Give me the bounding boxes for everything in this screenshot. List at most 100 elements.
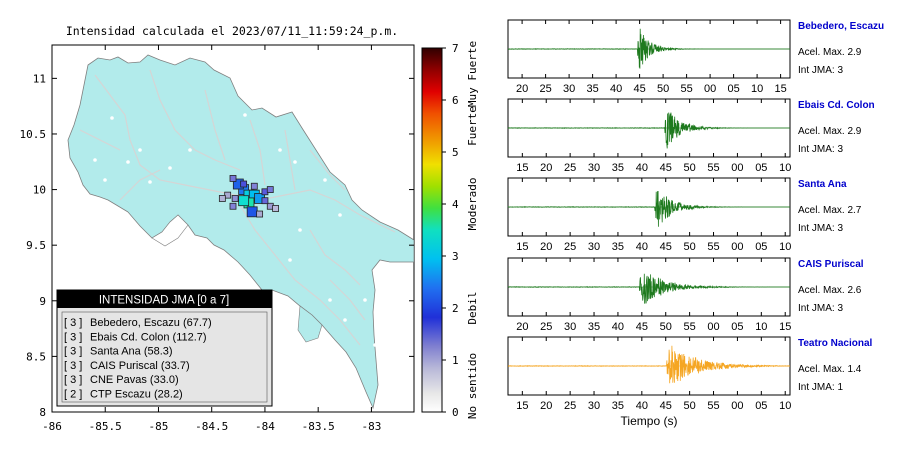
waveform-x-tick-label: 00 — [707, 321, 719, 333]
waveform-x-tick-label: 30 — [588, 241, 600, 253]
waveform-x-tick-label: 55 — [707, 162, 719, 174]
waveform-x-tick-label: 25 — [539, 83, 551, 95]
map-y-tick-label: 10.5 — [20, 128, 47, 141]
waveform-x-tick-label: 20 — [540, 400, 552, 412]
legend-item-jma: [ 3 ] — [64, 360, 82, 372]
waveform-x-tick-label: 10 — [755, 321, 767, 333]
waveform-panel: 20 25 30 35 40 45 50 55 00 05 10 15 Bebedero, Escazu… — [507, 19, 884, 95]
accel-max-label: Acel. Max. 2.6 — [798, 285, 862, 296]
waveform-x-tick-label: 45 — [633, 83, 645, 95]
map-y-tick-label: 9.5 — [26, 239, 46, 252]
waveform-x-tick-label: 05 — [755, 162, 767, 174]
waveform-x-tick-label: 15 — [516, 400, 528, 412]
waveform-x-tick-label: 50 — [660, 321, 672, 333]
waveform-x-tick-label: 55 — [707, 400, 719, 412]
accel-max-label: Acel. Max. 2.9 — [798, 47, 862, 58]
waveform-x-tick-label: 55 — [684, 321, 696, 333]
intensity-cell — [229, 202, 237, 210]
intensity-cell — [238, 195, 250, 207]
waveform-x-tick-label: 25 — [564, 162, 576, 174]
chart-title: Intensidad calculada el 2023/07/11_11:59… — [66, 24, 398, 38]
map-x-tick-label: -85.5 — [89, 420, 122, 433]
waveform-x-tick-label: 25 — [564, 241, 576, 253]
waveform-x-tick-label: 45 — [660, 400, 672, 412]
waveform-x-tick-label: 50 — [684, 162, 696, 174]
map-x-tick-label: -84 — [255, 420, 275, 433]
waveform-x-tick-label: 30 — [588, 162, 600, 174]
intensity-cell — [229, 175, 237, 182]
costa-rica-land — [67, 54, 414, 410]
waveform-x-tick-label: 55 — [680, 83, 692, 95]
legend-title: INTENSIDAD JMA [0 a 7] — [99, 295, 229, 307]
waveform-x-tick-label: 10 — [779, 162, 791, 174]
colorbar-category-label: Muy Fuerte — [466, 41, 479, 107]
legend-item-jma: [ 3 ] — [64, 317, 82, 329]
colorbar-tick-label: 0 — [452, 406, 459, 419]
waveform-x-tick-label: 40 — [636, 162, 648, 174]
legend-header — [57, 290, 272, 308]
map-x-tick-label: -83 — [361, 420, 381, 433]
int-jma-label: Int JMA: 1 — [798, 382, 843, 393]
map-y-tick-label: 9 — [39, 295, 46, 308]
colorbar-category-label: Debil — [466, 291, 479, 324]
intensity-cell — [218, 195, 226, 202]
waveform-x-tick-label: 40 — [636, 400, 648, 412]
waveform-x-tick-label: 00 — [704, 83, 716, 95]
waveform-x-tick-label: 35 — [588, 321, 600, 333]
intensity-cell — [240, 180, 248, 188]
colorbar-tick-label: 1 — [452, 354, 459, 367]
station-name: Teatro Nacional — [798, 338, 872, 349]
colorbar-category-label: Moderado — [466, 178, 479, 231]
map-y-tick-label: 8.5 — [26, 350, 46, 363]
waveform-x-tick-label: 40 — [610, 83, 622, 95]
waveform-panel: 15 20 25 30 35 40 45 50 55 00 05 10 Teatro Nacional A… — [507, 336, 872, 428]
waveform-x-tick-label: 00 — [731, 241, 743, 253]
waveform-x-tick-label: 30 — [588, 400, 600, 412]
station-name: Santa Ana — [798, 179, 847, 190]
map-x-tick-label: -86 — [42, 420, 62, 433]
waveform-x-tick-label: 10 — [779, 241, 791, 253]
waveform-x-tick-label: 50 — [657, 83, 669, 95]
waveform-x-tick-label: 50 — [684, 400, 696, 412]
waveform-x-tick-label: 00 — [731, 162, 743, 174]
legend-items: [ 3 ] Bebedero, Escazu (67.7) [ 3 ] Ebais C… — [64, 317, 212, 401]
waveform-x-tick-label: 35 — [612, 162, 624, 174]
map-y-tick-label: 10 — [33, 184, 46, 197]
map-x-axis: -86 -85.5 -85 -84.5 -84 -83.5 -83 — [42, 45, 381, 433]
colorbar-ticks: 0 1 2 3 4 5 6 7 — [442, 42, 459, 419]
seismogram-trace — [507, 112, 790, 149]
waveform-x-tick-label: 40 — [612, 321, 624, 333]
waveform-x-tick-label: 20 — [540, 162, 552, 174]
waveform-panel: 15 20 25 30 35 40 45 50 55 00 05 10 Ebais Cd. Colon A… — [507, 98, 875, 174]
station-name: CAIS Puriscal — [798, 259, 864, 270]
intensity-cell — [261, 197, 269, 205]
waveform-x-tick-label: 50 — [684, 241, 696, 253]
nicoya-gulf-water — [151, 214, 189, 247]
colorbar-tick-label: 5 — [452, 146, 459, 159]
seismogram-trace — [507, 190, 790, 227]
legend-item-name: Bebedero, Escazu (67.7) — [90, 317, 212, 329]
legend-inner-frame — [61, 311, 268, 403]
legend-item-jma: [ 3 ] — [64, 331, 82, 343]
station-legend: INTENSIDAD JMA [0 a 7] [ 3 ] Bebedero, Es… — [56, 289, 273, 407]
legend-item-name: CTP Escazu (28.2) — [90, 389, 183, 401]
legend-item-name: Ebais Cd. Colon (112.7) — [90, 331, 207, 343]
map-y-tick-label: 11 — [33, 72, 46, 85]
waveform-x-tick-label: 45 — [660, 162, 672, 174]
intensity-cells — [218, 175, 279, 218]
waveform-x-tick-label: 20 — [516, 321, 528, 333]
seismogram-trace — [507, 273, 790, 304]
legend-item-name: Santa Ana (58.3) — [90, 346, 173, 358]
waveform-x-tick-label: 55 — [707, 241, 719, 253]
waveform-panels: 20 25 30 35 40 45 50 55 00 05 10 15 Bebedero, Escazu… — [507, 19, 884, 428]
int-jma-label: Int JMA: 3 — [798, 65, 843, 76]
intensity-cell — [250, 182, 258, 190]
waveform-x-tick-label: 25 — [564, 400, 576, 412]
waveform-x-tick-label: 10 — [779, 400, 791, 412]
accel-max-label: Acel. Max. 1.4 — [798, 364, 862, 375]
map-y-tick-label: 8 — [39, 406, 46, 419]
intensity-cell — [231, 195, 239, 202]
osa-peninsula — [297, 305, 323, 343]
